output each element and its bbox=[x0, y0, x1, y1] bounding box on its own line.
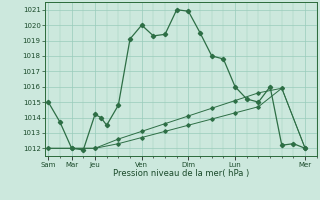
X-axis label: Pression niveau de la mer( hPa ): Pression niveau de la mer( hPa ) bbox=[113, 169, 249, 178]
